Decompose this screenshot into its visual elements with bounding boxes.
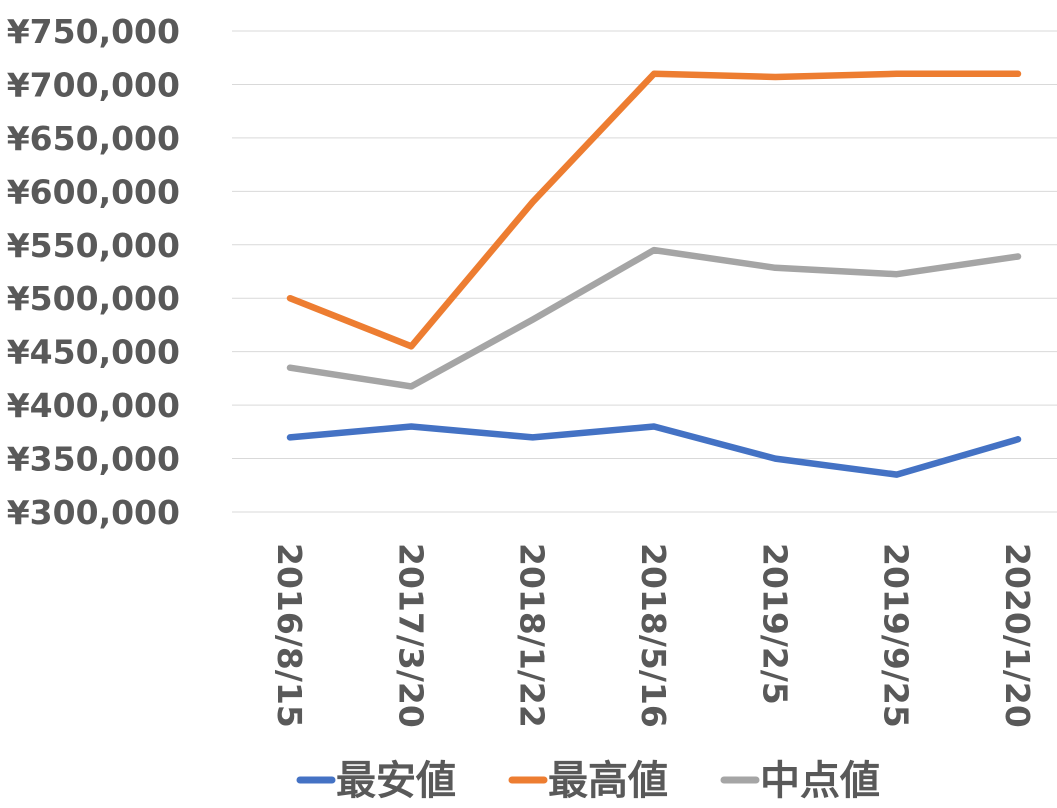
series-line-3 [286, 246, 1022, 390]
x-tick-label: 2018/5/16 [634, 543, 673, 728]
y-tick-label: ¥400,000 [7, 386, 180, 425]
y-tick-label: ¥350,000 [7, 440, 180, 479]
x-tick-label: 2019/9/25 [877, 543, 916, 728]
y-tick-label: ¥550,000 [7, 226, 180, 265]
x-tick-label: 2018/1/22 [513, 543, 552, 728]
y-tick-label: ¥700,000 [7, 65, 180, 104]
y-axis-ticks: ¥300,000 ¥350,000 ¥400,000 ¥450,000 ¥500,000… [7, 12, 180, 532]
y-tick-label: ¥750,000 [7, 12, 180, 51]
y-tick-label: ¥300,000 [7, 493, 180, 532]
y-tick-label: ¥650,000 [7, 119, 180, 158]
series-lines [286, 70, 1022, 478]
x-tick-label: 2020/1/20 [998, 543, 1037, 728]
legend: 最安値 最高値 中点値 [296, 758, 880, 804]
x-axis-ticks: 2016/8/15 2017/3/20 2018/1/22 2018/5/16 2019… [270, 543, 1037, 728]
x-tick-label: 2016/8/15 [270, 543, 309, 728]
x-tick-label: 2017/3/20 [391, 543, 430, 728]
x-tick-label: 2019/2/5 [755, 543, 794, 705]
legend-label: 最高値 [548, 758, 668, 804]
legend-label: 最安値 [336, 758, 456, 804]
y-tick-label: ¥500,000 [7, 279, 180, 318]
series-line-1 [286, 423, 1022, 478]
legend-label: 中点値 [760, 758, 880, 804]
y-tick-label: ¥600,000 [7, 172, 180, 211]
y-tick-label: ¥450,000 [7, 333, 180, 372]
series-line-2 [286, 70, 1022, 350]
